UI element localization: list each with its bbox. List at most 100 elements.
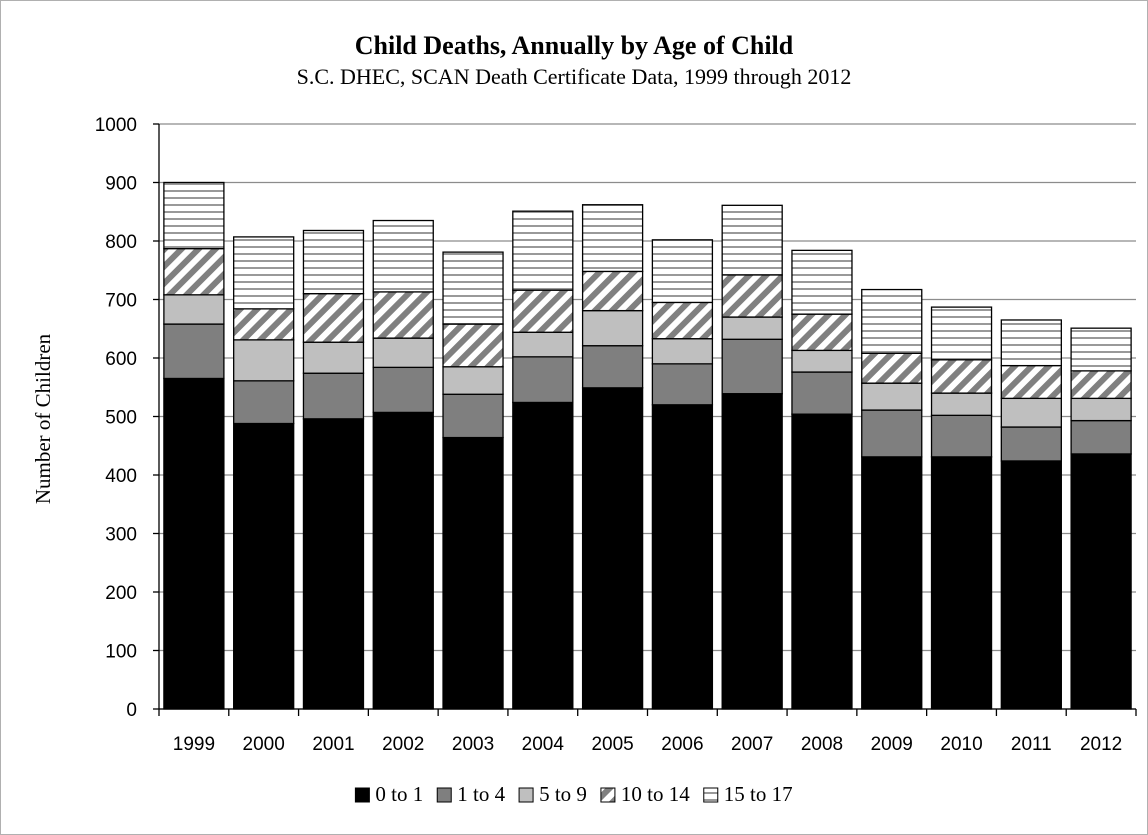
bar-segment [721, 204, 783, 276]
bar-segment [372, 291, 434, 339]
bar-segment [581, 309, 644, 347]
bar-segment [1070, 419, 1132, 455]
bar-segment [581, 345, 644, 389]
legend-item: 0 to 1 [354, 782, 423, 806]
legend-label: 1 to 4 [457, 782, 505, 806]
y-tick-label: 900 [105, 174, 137, 195]
bar-segment [372, 411, 434, 710]
bar-segment [1000, 426, 1062, 462]
bar-segment [651, 338, 714, 365]
legend-swatch [354, 787, 370, 803]
bar-segment [791, 349, 853, 373]
bar-segment [1000, 397, 1062, 428]
bar-segment [791, 371, 853, 415]
bar-segment [861, 456, 923, 710]
bar-segment [512, 331, 574, 358]
x-tick-label: 1999 [173, 734, 215, 755]
y-axis-label: Number of Children [31, 333, 55, 504]
bar-segment [721, 316, 783, 340]
legend-swatch [436, 787, 452, 803]
legend-item: 1 to 4 [436, 782, 506, 806]
bar-segment [302, 341, 365, 374]
bar-segment [442, 393, 504, 439]
x-tick-label: 2003 [452, 734, 494, 755]
bar-segment [861, 288, 923, 354]
bar-segment [512, 356, 574, 404]
y-tick-label: 800 [105, 232, 137, 253]
bar-segment [861, 382, 923, 411]
bar-segment [651, 404, 714, 710]
legend-label: 5 to 9 [539, 782, 587, 806]
legend-label: 10 to 14 [621, 782, 690, 806]
bar-segment [721, 393, 783, 710]
bar-segment [163, 247, 225, 296]
x-tick-label: 2010 [940, 734, 982, 755]
x-tick-label: 2007 [731, 734, 773, 755]
bar-segment [581, 387, 644, 710]
x-tick-label: 2002 [382, 734, 424, 755]
legend-item: 10 to 14 [600, 782, 690, 806]
legend-swatch [703, 787, 719, 803]
chart-subtitle: S.C. DHEC, SCAN Death Certificate Data, … [297, 64, 852, 89]
y-tick-label: 100 [105, 642, 137, 663]
y-tick-label: 200 [105, 583, 137, 604]
bar-segment [442, 436, 504, 710]
bar-segment [1000, 364, 1062, 400]
bar-segment [1000, 319, 1062, 367]
legend-item: 15 to 17 [703, 782, 793, 806]
x-tick-label: 2011 [1011, 734, 1052, 755]
bar-segment [512, 289, 574, 333]
bar-segment [302, 292, 365, 343]
bar-segment [442, 323, 504, 368]
x-tick-label: 2006 [661, 734, 703, 755]
bar-segment [651, 301, 714, 340]
bar-segment [302, 372, 365, 420]
axes: 1999 2000 2001 2002 2003 2004 2005 2006 2007 2008… [153, 123, 1137, 755]
bar-segment [302, 229, 365, 295]
x-tick-label: 2012 [1080, 734, 1122, 755]
bar-segment [581, 204, 644, 273]
chart-title: Child Deaths, Annually by Age of Child [355, 31, 794, 60]
y-tick-label: 600 [105, 349, 137, 370]
bar-segment [163, 377, 225, 710]
bar-segment [233, 308, 295, 341]
bar-segment [930, 456, 993, 710]
legend-label: 15 to 17 [724, 782, 793, 806]
x-tick-label: 2000 [243, 734, 285, 755]
bar-segment [512, 401, 574, 710]
bar-segment [1070, 370, 1132, 400]
bar-segment [233, 422, 295, 710]
x-tick-label: 2005 [591, 734, 633, 755]
legend-swatch [518, 787, 534, 803]
bar-segment [721, 338, 783, 395]
bar-segment [1070, 397, 1132, 422]
y-tick-label: 1000 [95, 115, 137, 136]
bar-segment [442, 251, 504, 325]
x-tick-label: 2008 [801, 734, 843, 755]
y-tick-label: 500 [105, 408, 137, 429]
bar-segment [930, 392, 993, 416]
bar-segment [372, 219, 434, 293]
bar-segment [1070, 327, 1132, 372]
x-tick-label: 2004 [522, 734, 565, 755]
bar-segment [163, 323, 225, 380]
bar-segment [861, 352, 923, 384]
bar-segment [651, 363, 714, 406]
y-tick-label: 700 [105, 291, 137, 312]
bar-segment [163, 181, 225, 250]
legend-item: 5 to 9 [518, 782, 587, 806]
y-tick-label: 300 [105, 525, 137, 546]
bar-segment [930, 306, 993, 361]
bar-segment [861, 409, 923, 458]
bar-segment [233, 236, 295, 310]
bar-segment [233, 339, 295, 382]
bar-segment [791, 249, 853, 315]
bar-segment [930, 414, 993, 458]
bar-segment [581, 270, 644, 312]
bar-segment [791, 413, 853, 710]
bar-segment [651, 239, 714, 304]
bar-segment [1000, 460, 1062, 710]
legend-label: 0 to 1 [375, 782, 423, 806]
